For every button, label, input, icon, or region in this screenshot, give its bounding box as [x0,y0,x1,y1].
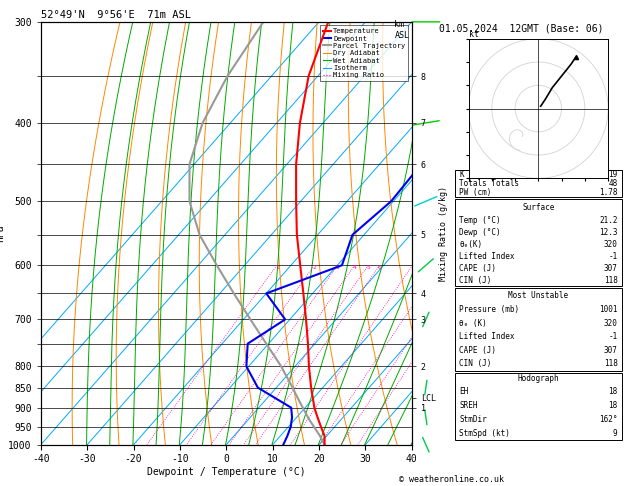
Text: 4: 4 [353,265,357,270]
Text: StmSpd (kt): StmSpd (kt) [459,429,510,438]
Text: CIN (J): CIN (J) [459,360,491,368]
Text: Pressure (mb): Pressure (mb) [459,305,520,314]
Text: PW (cm): PW (cm) [459,188,491,197]
Text: 52°49'N  9°56'E  71m ASL: 52°49'N 9°56'E 71m ASL [41,10,191,20]
Text: 162°: 162° [599,415,618,424]
Text: Dewp (°C): Dewp (°C) [459,228,501,237]
Text: Surface: Surface [522,203,555,212]
Bar [455,199,621,286]
Text: θₑ (K): θₑ (K) [459,319,487,328]
Text: K: K [459,170,464,179]
Text: 6: 6 [377,265,381,270]
Y-axis label: hPa: hPa [0,225,6,242]
Text: 48: 48 [608,179,618,188]
Text: 18: 18 [608,387,618,397]
Text: 118: 118 [604,360,618,368]
Text: 1: 1 [275,265,279,270]
Text: 19: 19 [608,170,618,179]
Text: 118: 118 [604,276,618,285]
Text: EH: EH [459,387,469,397]
Text: 1.78: 1.78 [599,188,618,197]
Bar [455,288,621,371]
Text: Temp (°C): Temp (°C) [459,216,501,226]
Text: 5: 5 [366,265,370,270]
Text: -1: -1 [608,252,618,261]
Bar [455,373,621,440]
Text: CAPE (J): CAPE (J) [459,346,496,355]
Text: Lifted Index: Lifted Index [459,332,515,341]
Text: StmDir: StmDir [459,415,487,424]
Text: 9: 9 [613,429,618,438]
Text: 307: 307 [604,346,618,355]
X-axis label: Dewpoint / Temperature (°C): Dewpoint / Temperature (°C) [147,467,306,477]
Text: -1: -1 [608,332,618,341]
Text: km
ASL: km ASL [394,20,409,40]
Text: Totals Totals: Totals Totals [459,179,520,188]
Text: © weatheronline.co.uk: © weatheronline.co.uk [399,474,504,484]
Text: 320: 320 [604,240,618,249]
Text: Hodograph: Hodograph [518,374,559,383]
Text: 21.2: 21.2 [599,216,618,226]
Text: 3: 3 [336,265,340,270]
Text: CIN (J): CIN (J) [459,276,491,285]
Text: 320: 320 [604,319,618,328]
Text: Most Unstable: Most Unstable [508,291,569,300]
Text: 12.3: 12.3 [599,228,618,237]
Text: SREH: SREH [459,401,477,410]
Text: 18: 18 [608,401,618,410]
Text: θₑ(K): θₑ(K) [459,240,482,249]
Legend: Temperature, Dewpoint, Parcel Trajectory, Dry Adiabat, Wet Adiabat, Isotherm, Mi: Temperature, Dewpoint, Parcel Trajectory… [320,25,408,81]
Text: 307: 307 [604,264,618,273]
Text: Lifted Index: Lifted Index [459,252,515,261]
Text: CAPE (J): CAPE (J) [459,264,496,273]
Text: 2: 2 [313,265,316,270]
Y-axis label: Mixing Ratio (g/kg): Mixing Ratio (g/kg) [438,186,447,281]
Text: 1001: 1001 [599,305,618,314]
Text: 01.05.2024  12GMT (Base: 06): 01.05.2024 12GMT (Base: 06) [440,24,604,34]
Bar [455,170,621,197]
